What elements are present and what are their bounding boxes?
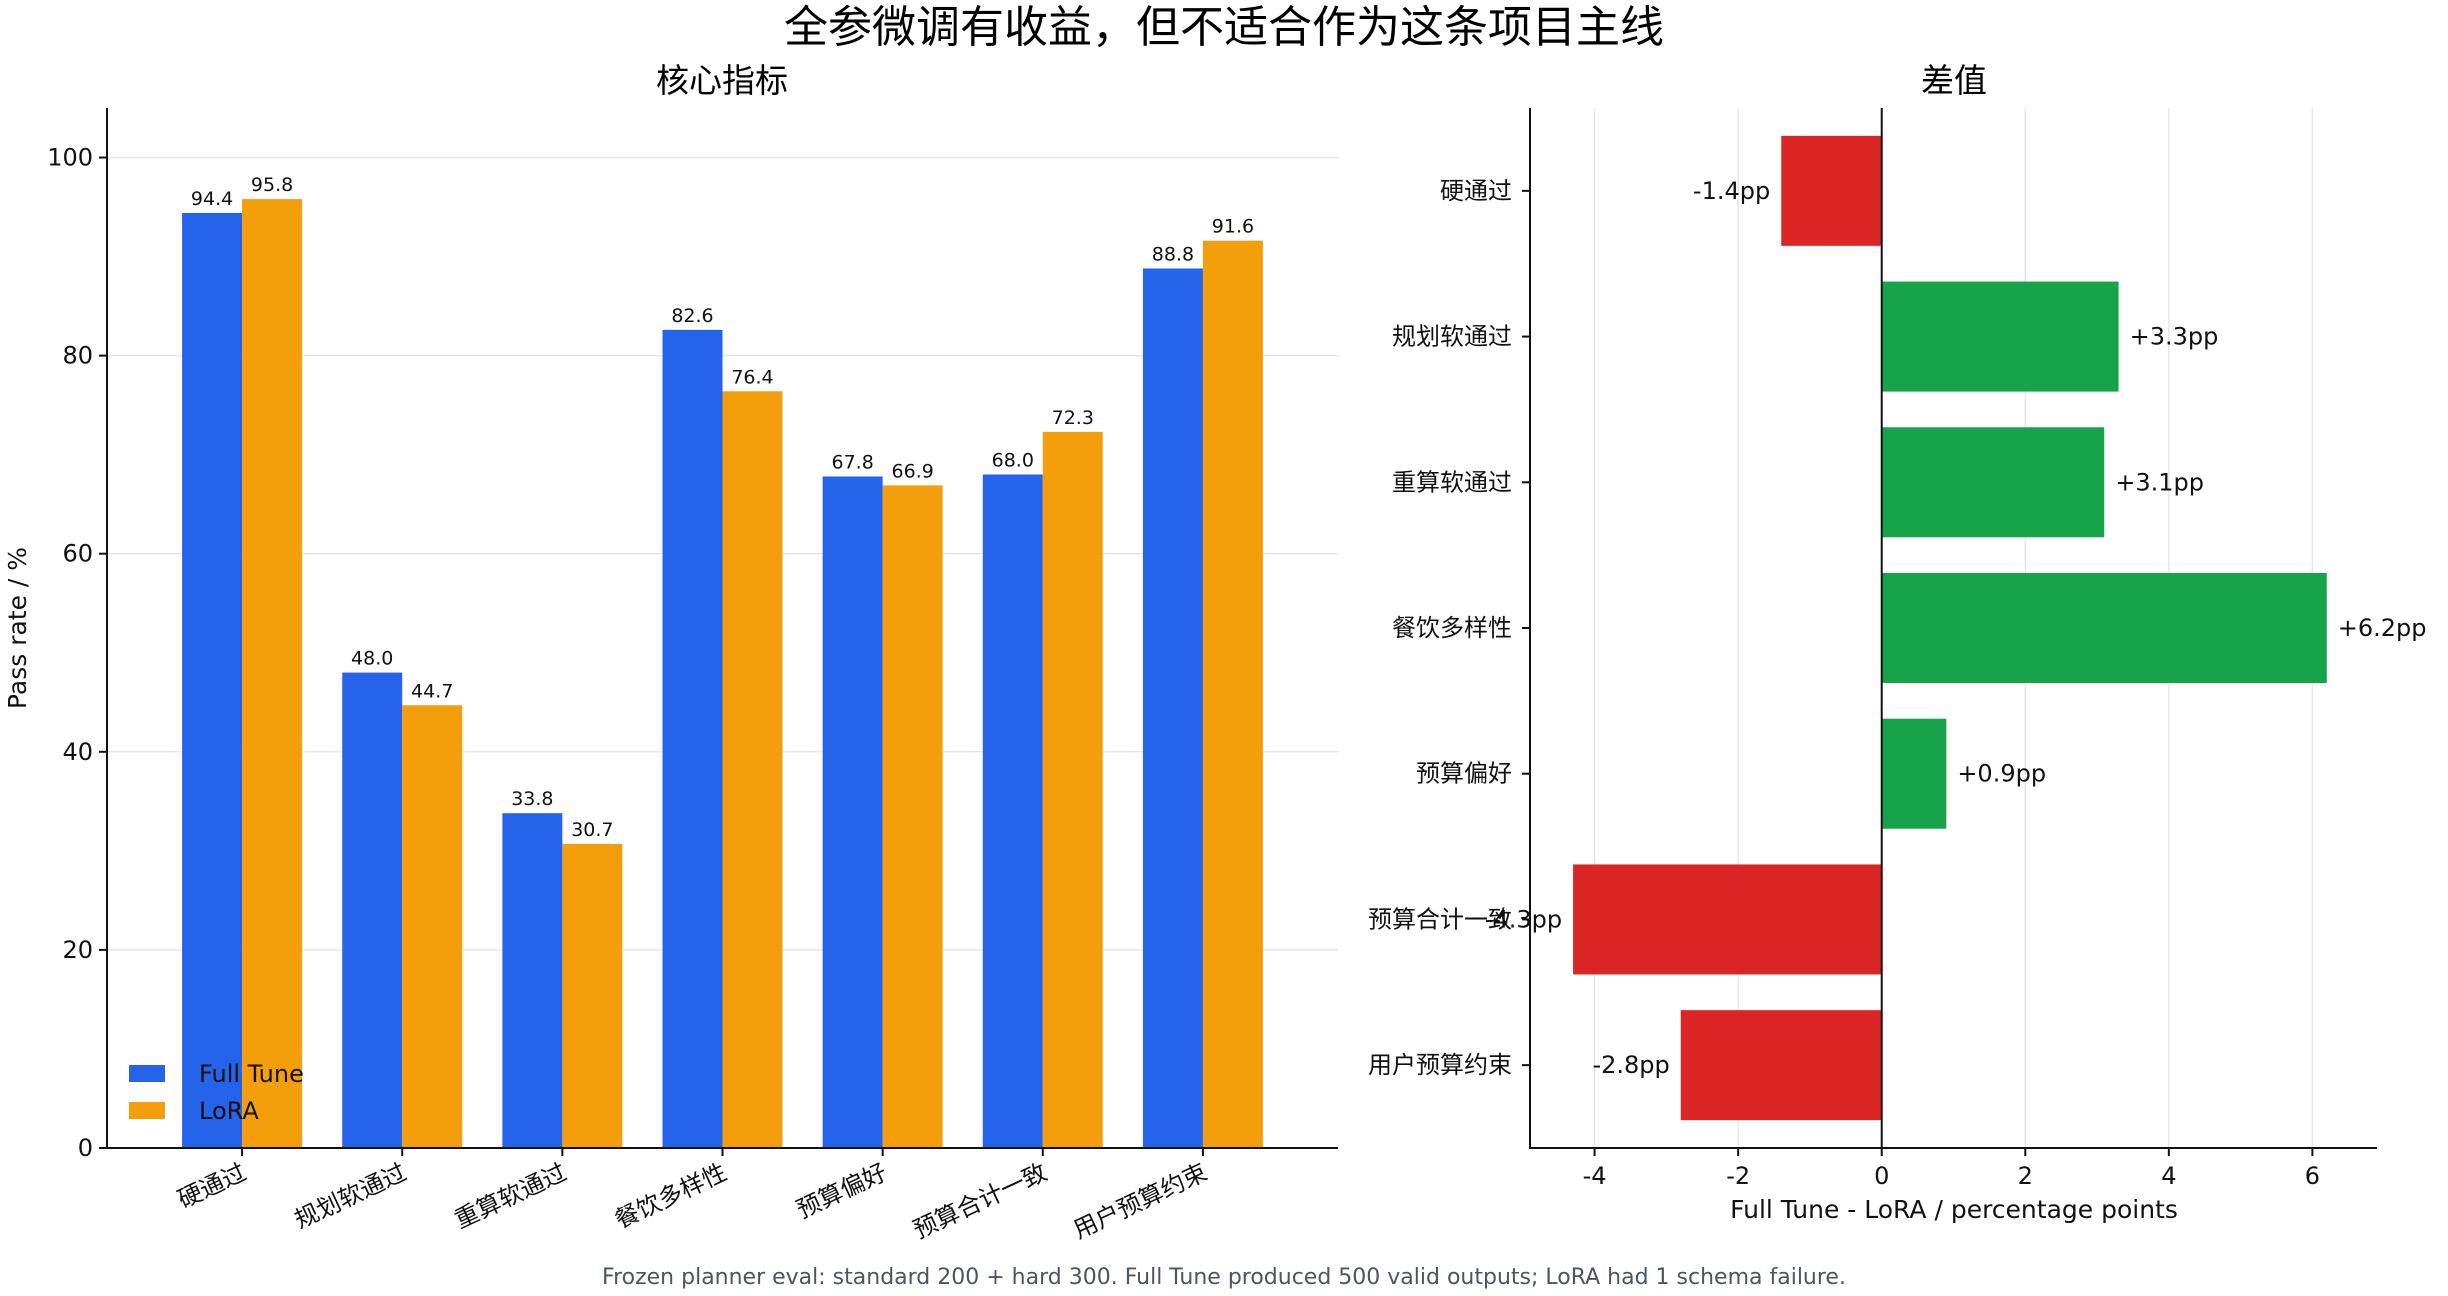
value-label-lora: 44.7 <box>411 680 453 702</box>
difference-value-label: +3.3pp <box>2130 323 2219 351</box>
bar-full-tune <box>662 329 723 1148</box>
right-x-tick-label: 4 <box>2161 1162 2176 1190</box>
left-x-tick-label: 重算软通过 <box>450 1158 571 1234</box>
bar-positive <box>1881 427 2105 538</box>
left-y-tick-label: 0 <box>78 1134 93 1162</box>
left-x-tick-label: 预算合计一致 <box>909 1158 1051 1244</box>
bar-full-tune <box>502 813 563 1148</box>
value-label-full-tune: 48.0 <box>351 648 393 670</box>
value-label-full-tune: 82.6 <box>671 305 713 327</box>
right-y-tick-label: 用户预算约束 <box>1368 1051 1512 1079</box>
value-label-lora: 30.7 <box>571 819 613 841</box>
footnote: Frozen planner eval: standard 200 + hard… <box>602 1265 1846 1290</box>
right-y-tick-label: 预算偏好 <box>1416 760 1512 788</box>
value-label-lora: 72.3 <box>1052 407 1094 429</box>
legend-label-lora: LoRA <box>199 1097 259 1125</box>
grouped-bar-chart: 核心指标 94.4 95.8 48.0 44.7 33.8 30.7 82.6 76.4 67.… <box>3 61 1338 1244</box>
right-y-tick-label: 餐饮多样性 <box>1392 614 1512 642</box>
left-y-ticks: 0 20 40 60 80 100 <box>47 144 107 1162</box>
right-x-tick-label: -2 <box>1726 1162 1750 1190</box>
bar-positive <box>1881 718 1947 829</box>
left-x-tick-label: 用户预算约束 <box>1069 1158 1211 1244</box>
bar-negative <box>1573 864 1882 975</box>
left-chart-title: 核心指标 <box>656 61 788 100</box>
right-x-tick-label: 0 <box>1874 1162 1889 1190</box>
value-label-full-tune: 67.8 <box>831 451 873 473</box>
bar-lora <box>1042 431 1103 1148</box>
right-bars <box>1573 135 2327 1121</box>
left-bars <box>182 199 1263 1149</box>
legend-label-full-tune: Full Tune <box>199 1060 304 1088</box>
right-y-tick-label: 重算软通过 <box>1392 468 1512 496</box>
left-x-tick-label: 硬通过 <box>174 1158 251 1214</box>
bar-positive <box>1881 573 2327 683</box>
left-x-ticks: 硬通过 规划软通过 重算软通过 餐饮多样性 预算偏好 预算合计一致 用户预算约束 <box>174 1148 1211 1244</box>
bar-full-tune <box>342 672 403 1148</box>
right-value-labels: -1.4pp+3.3pp+3.1pp+6.2pp+0.9pp-4.3pp-2.8… <box>1485 177 2427 1079</box>
difference-value-label: +3.1pp <box>2115 468 2204 496</box>
legend-swatch-lora <box>129 1102 165 1119</box>
value-label-full-tune: 94.4 <box>191 188 233 210</box>
left-x-tick-label: 预算偏好 <box>792 1158 891 1224</box>
left-y-tick-label: 20 <box>62 936 93 964</box>
bar-lora <box>242 199 303 1149</box>
bar-negative <box>1680 1010 1882 1121</box>
left-y-tick-label: 40 <box>62 738 93 766</box>
value-label-lora: 95.8 <box>251 174 293 196</box>
difference-value-label: +6.2pp <box>2338 614 2427 642</box>
bar-lora <box>1202 240 1263 1148</box>
right-chart-title: 差值 <box>1921 61 1987 100</box>
left-legend: Full Tune LoRA <box>129 1060 304 1125</box>
left-y-axis-label: Pass rate / % <box>3 547 32 709</box>
bar-full-tune <box>822 476 883 1148</box>
right-y-tick-label: 规划软通过 <box>1392 323 1512 351</box>
figure-title: 全参微调有收益，但不适合作为这条项目主线 <box>784 2 1664 53</box>
right-y-tick-label: 硬通过 <box>1440 177 1512 205</box>
left-x-tick-label: 规划软通过 <box>290 1158 411 1234</box>
bar-lora <box>722 391 783 1148</box>
difference-value-label: -2.8pp <box>1592 1051 1669 1079</box>
bar-full-tune <box>1142 268 1203 1148</box>
bar-negative <box>1781 135 1882 246</box>
left-y-tick-label: 60 <box>62 540 93 568</box>
value-label-full-tune: 33.8 <box>511 788 553 810</box>
bar-lora <box>562 843 623 1148</box>
legend-swatch-full-tune <box>129 1065 165 1082</box>
left-value-labels: 94.4 95.8 48.0 44.7 33.8 30.7 82.6 76.4 67.8 66.9… <box>191 174 1254 841</box>
value-label-lora: 66.9 <box>891 460 933 482</box>
left-y-tick-label: 100 <box>47 144 93 172</box>
difference-value-label: +0.9pp <box>1957 760 2046 788</box>
value-label-full-tune: 88.8 <box>1152 243 1194 265</box>
left-y-tick-label: 80 <box>62 342 93 370</box>
bar-full-tune <box>982 474 1043 1148</box>
difference-bar-chart: 差值 -1.4pp+3.3pp+3.1pp+6.2pp+0.9pp-4.3pp-… <box>1368 61 2427 1224</box>
value-label-full-tune: 68.0 <box>992 449 1034 471</box>
right-x-axis-label: Full Tune - LoRA / percentage points <box>1730 1195 2178 1224</box>
difference-value-label: -1.4pp <box>1693 177 1770 205</box>
left-x-tick-label: 餐饮多样性 <box>610 1158 731 1234</box>
value-label-lora: 76.4 <box>731 366 773 388</box>
value-label-lora: 91.6 <box>1212 216 1254 238</box>
right-x-tick-label: -4 <box>1583 1162 1607 1190</box>
bar-positive <box>1881 281 2119 392</box>
right-x-ticks: -4 -2 0 2 4 6 <box>1583 1148 2320 1190</box>
right-x-tick-label: 2 <box>2018 1162 2033 1190</box>
bar-full-tune <box>182 212 243 1148</box>
bar-lora <box>882 485 943 1148</box>
bar-lora <box>402 705 463 1148</box>
right-y-tick-label: 预算合计一致 <box>1368 905 1512 933</box>
right-x-tick-label: 6 <box>2305 1162 2320 1190</box>
